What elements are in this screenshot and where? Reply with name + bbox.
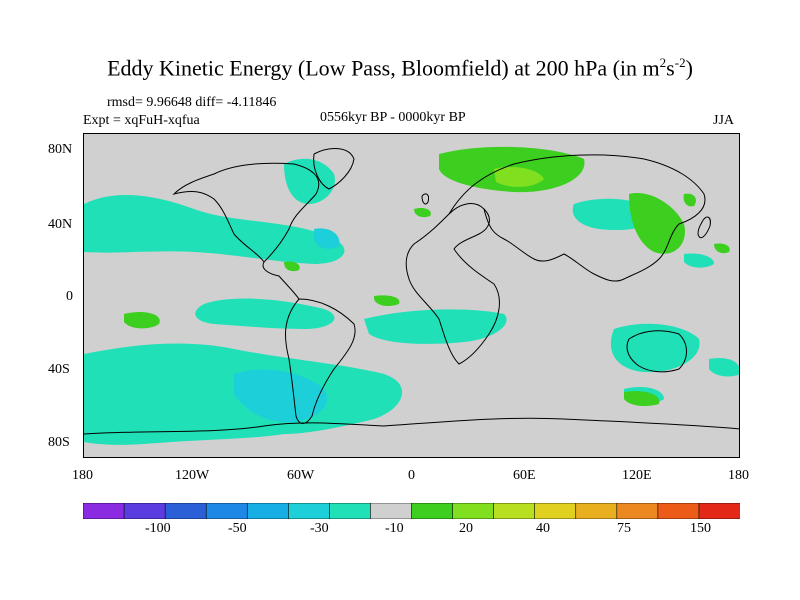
anomaly-region	[314, 228, 340, 249]
colorbar-bin	[575, 503, 618, 519]
colorbar-bin	[288, 503, 330, 519]
anomaly-region	[414, 207, 431, 218]
anomaly-region	[234, 369, 328, 423]
colorbar-bin	[329, 503, 372, 519]
map-svg	[84, 134, 739, 457]
anomaly-region	[629, 193, 685, 254]
coastline-uk	[421, 193, 429, 205]
colorbar-label: 20	[459, 521, 473, 536]
y-tick-label: 80S	[48, 435, 70, 450]
strong-negative-cores	[234, 228, 340, 423]
experiment-label: Expt = xqFuH-xqfua	[83, 113, 200, 128]
colorbar-bin	[370, 503, 413, 519]
colorbar-bin	[616, 503, 659, 519]
coastline-asia	[448, 154, 706, 282]
coastline-greenland	[313, 148, 355, 190]
colorbar-bin	[534, 503, 577, 519]
colorbar-label: 40	[536, 521, 550, 536]
colorbar-bin	[411, 503, 454, 519]
coastline-australia	[626, 330, 687, 373]
colorbar-bin	[493, 503, 536, 519]
colorbar-bin	[452, 503, 495, 519]
colorbar-bin	[123, 503, 166, 519]
colorbar-bin	[164, 503, 207, 519]
colorbar-bin	[246, 503, 289, 519]
colorbar	[83, 503, 740, 519]
colorbar-bin	[698, 503, 740, 519]
plot-title: Eddy Kinetic Energy (Low Pass, Bloomfiel…	[107, 55, 693, 81]
map-panel	[83, 133, 740, 458]
colorbar-label: -50	[228, 521, 247, 536]
colorbar-label: 150	[690, 521, 711, 536]
colorbar-bin	[83, 503, 125, 519]
colorbar-label: -10	[385, 521, 404, 536]
y-tick-label: 80N	[48, 142, 73, 157]
x-tick-label: 60W	[287, 468, 315, 483]
anomaly-region	[684, 253, 714, 268]
anomaly-region	[494, 167, 544, 187]
x-tick-label: 120W	[175, 468, 210, 483]
anomaly-region	[284, 158, 335, 204]
anomaly-region	[683, 193, 696, 207]
coastline-north-america	[172, 162, 320, 300]
season-label: JJA	[713, 113, 735, 128]
strong-positive-cores	[494, 167, 544, 187]
anomaly-region	[709, 357, 739, 377]
colorbar-label: 75	[617, 521, 631, 536]
coastlines	[84, 148, 739, 435]
x-tick-label: 60E	[513, 468, 536, 483]
coastline-antarctica	[84, 417, 739, 435]
x-tick-label: 180	[728, 468, 749, 483]
colorbar-bin	[205, 503, 248, 519]
anomaly-region	[374, 295, 400, 307]
anomaly-region	[84, 194, 345, 264]
x-tick-label: 180	[72, 468, 93, 483]
period-label: 0556kyr BP - 0000kyr BP	[320, 110, 466, 125]
coastline-europe-africa	[405, 203, 500, 365]
y-tick-label: 0	[66, 289, 73, 304]
coastline-south-america	[285, 298, 356, 424]
anomaly-region	[284, 261, 300, 272]
anomaly-region	[610, 323, 700, 373]
anomaly-region	[714, 243, 730, 254]
anomaly-region	[624, 391, 660, 407]
stats-label: rmsd= 9.96648 diff= -4.11846	[107, 95, 277, 110]
colorbar-label: -30	[310, 521, 329, 536]
colorbar-label: -100	[145, 521, 171, 536]
x-tick-label: 0	[408, 468, 415, 483]
y-tick-label: 40S	[48, 362, 70, 377]
coastline-japan	[697, 216, 711, 239]
anomaly-region	[195, 298, 335, 329]
anomaly-region	[124, 312, 160, 329]
y-tick-label: 40N	[48, 217, 73, 232]
anomaly-region	[364, 309, 507, 344]
colorbar-bin	[657, 503, 700, 519]
x-tick-label: 120E	[622, 468, 652, 483]
